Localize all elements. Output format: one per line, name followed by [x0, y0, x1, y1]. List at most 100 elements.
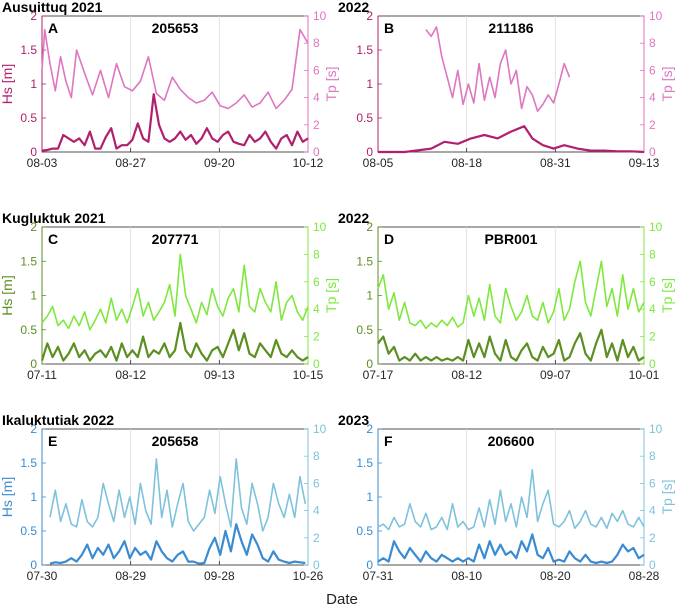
x-tick-label: 07-17 — [363, 368, 394, 382]
plot-area — [377, 428, 645, 566]
y-right-tick-label: 10 — [649, 9, 663, 23]
x-tick-label: 07-31 — [363, 569, 394, 583]
y-right-axis-title: Tp [s] — [323, 278, 339, 313]
series-line-tp — [377, 468, 645, 531]
x-tick-label: 08-18 — [451, 156, 482, 170]
y-right-tick-label: 4 — [649, 302, 656, 316]
x-tick-label: 09-13 — [204, 368, 235, 382]
y-right-tick-label: 2 — [649, 330, 656, 344]
site-title: Ikaluktutiak 2022 — [2, 412, 114, 428]
x-tick-label: 08-20 — [540, 569, 571, 583]
site-title: 2022 — [338, 0, 369, 15]
y-left-tick-label: 1.5 — [356, 456, 373, 470]
y-right-tick-label: 6 — [313, 275, 320, 289]
x-tick-label: 08-12 — [451, 368, 482, 382]
buoy-id: PBR001 — [485, 231, 538, 247]
y-left-tick-label: 1.5 — [20, 456, 37, 470]
y-right-tick-label: 0 — [313, 558, 320, 572]
x-tick-label: 08-05 — [363, 156, 394, 170]
y-left-tick-label: 1 — [30, 77, 37, 91]
y-right-tick-label: 4 — [649, 504, 656, 518]
y-left-tick-label: 2 — [30, 9, 37, 23]
y-right-tick-label: 0 — [649, 558, 656, 572]
y-right-tick-label: 8 — [313, 449, 320, 463]
series-line-tp — [41, 253, 309, 331]
x-tick-label: 09-07 — [540, 368, 571, 382]
x-tick-label: 10-12 — [293, 156, 324, 170]
y-left-tick-label: 2 — [366, 220, 373, 234]
y-right-tick-label: 8 — [649, 247, 656, 261]
x-tick-label: 09-28 — [204, 569, 235, 583]
series-line-tp — [49, 458, 307, 532]
y-right-tick-label: 0 — [313, 145, 320, 159]
y-right-axis-title: Tp [s] — [659, 66, 675, 101]
x-tick-label: 07-11 — [27, 368, 57, 382]
y-right-tick-label: 2 — [649, 118, 656, 132]
y-left-tick-label: 2 — [30, 422, 37, 436]
series-line-tp — [377, 260, 645, 330]
y-left-tick-label: 2 — [366, 9, 373, 23]
x-tick-label: 08-28 — [629, 569, 660, 583]
y-left-tick-label: 0 — [30, 558, 37, 572]
y-left-tick-label: 0.5 — [20, 111, 37, 125]
panel-letter: D — [384, 231, 394, 247]
series-line-hs — [378, 125, 645, 154]
y-right-axis-title: Tp [s] — [659, 278, 675, 313]
plot-area — [41, 428, 309, 566]
buoy-id: 207771 — [152, 231, 199, 247]
y-right-axis-title: Tp [s] — [659, 479, 675, 514]
y-right-tick-label: 2 — [313, 330, 320, 344]
x-tick-label: 08-12 — [115, 368, 146, 382]
series-line-tp — [425, 26, 571, 112]
y-left-tick-label: 0.5 — [356, 323, 373, 337]
panel-letter: F — [384, 433, 393, 449]
y-left-tick-label: 0 — [366, 145, 373, 159]
x-tick-label: 09-13 — [629, 156, 660, 170]
y-right-tick-label: 0 — [649, 357, 656, 371]
y-right-tick-label: 10 — [313, 9, 327, 23]
x-tick-label: 10-01 — [629, 368, 660, 382]
x-tick-label: 09-20 — [204, 156, 235, 170]
x-tick-label: 10-15 — [293, 368, 324, 382]
buoy-id: 205653 — [152, 20, 199, 36]
y-left-tick-label: 0 — [30, 357, 37, 371]
panel-letter: E — [48, 433, 57, 449]
buoy-id: 205658 — [152, 433, 199, 449]
series-line-hs — [377, 533, 645, 565]
x-tick-label: 10-26 — [293, 569, 324, 583]
y-right-tick-label: 6 — [649, 275, 656, 289]
buoy-id: 206600 — [488, 433, 535, 449]
y-right-tick-label: 8 — [313, 247, 320, 261]
site-title: Kugluktuk 2021 — [2, 210, 106, 226]
y-right-tick-label: 2 — [313, 531, 320, 545]
y-left-axis-title: Hs [m] — [0, 64, 15, 104]
y-right-tick-label: 6 — [649, 63, 656, 77]
y-left-axis-title: Hs [m] — [0, 477, 15, 517]
y-left-tick-label: 1 — [30, 490, 37, 504]
y-right-tick-label: 0 — [649, 145, 656, 159]
site-title: 2023 — [338, 412, 369, 428]
site-title: Ausuittuq 2021 — [2, 0, 103, 15]
y-right-tick-label: 10 — [649, 220, 663, 234]
y-right-axis-title: Tp [s] — [323, 66, 339, 101]
plot-area — [41, 226, 309, 365]
panel-letter: A — [48, 20, 58, 36]
y-left-tick-label: 0 — [366, 357, 373, 371]
y-right-tick-label: 8 — [313, 36, 320, 50]
buoy-id: 211186 — [488, 20, 533, 36]
y-left-tick-label: 1 — [366, 490, 373, 504]
y-right-tick-label: 4 — [313, 91, 320, 105]
y-right-tick-label: 8 — [649, 449, 656, 463]
y-left-tick-label: 0.5 — [20, 323, 37, 337]
y-left-tick-label: 1.5 — [20, 43, 37, 57]
y-right-tick-label: 2 — [649, 531, 656, 545]
series-line-hs — [49, 523, 306, 565]
y-right-tick-label: 0 — [313, 357, 320, 371]
y-left-tick-label: 2 — [30, 220, 37, 234]
series-line-hs — [377, 328, 645, 362]
y-left-tick-label: 0 — [30, 145, 37, 159]
